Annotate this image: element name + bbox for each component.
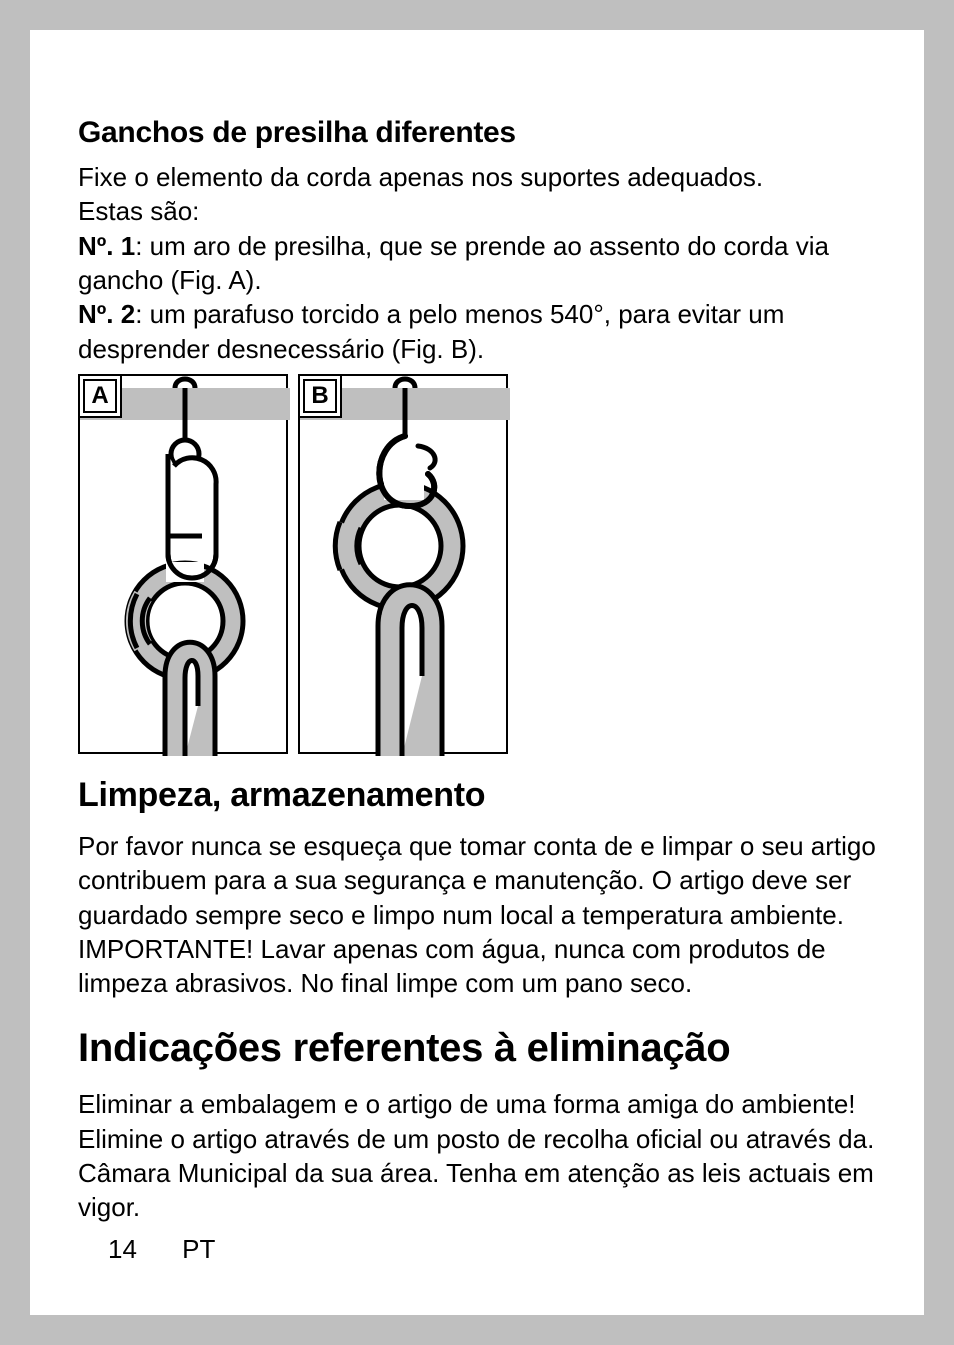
figure-a-svg <box>80 376 290 756</box>
figure-b-svg <box>300 376 510 756</box>
figure-b-label: B <box>303 379 337 413</box>
document-page: Ganchos de presilha diferentes Fixe o el… <box>30 30 924 1315</box>
item-2-text: : um parafuso torcido a pelo menos 540°,… <box>78 299 784 363</box>
item-2-label: Nº. 2 <box>78 299 135 329</box>
item-2: Nº. 2: um parafuso torcido a pelo menos … <box>78 297 876 366</box>
page-number: 14 <box>108 1234 137 1264</box>
item-1-label: Nº. 1 <box>78 231 135 261</box>
cleaning-para: Por favor nunca se esqueça que tomar con… <box>78 829 876 932</box>
item-1: Nº. 1: um aro de presilha, que se prende… <box>78 229 876 298</box>
intro-line-1: Fixe o elemento da corda apenas nos supo… <box>78 160 876 194</box>
disposal-line-1: Eliminar a embalagem e o artigo de uma f… <box>78 1087 876 1121</box>
figure-b-label-box: B <box>298 374 342 418</box>
heading-hooks: Ganchos de presilha diferentes <box>78 116 876 150</box>
figure-a: A <box>78 374 288 754</box>
disposal-line-3: Câmara Municipal da sua área. Tenha em a… <box>78 1156 876 1225</box>
figure-row: A <box>78 374 876 754</box>
page-language: PT <box>182 1234 215 1264</box>
figure-a-label-box: A <box>78 374 122 418</box>
intro-line-2: Estas são: <box>78 194 876 228</box>
disposal-line-2: Elimine o artigo através de um posto de … <box>78 1122 876 1156</box>
heading-cleaning: Limpeza, armazenamento <box>78 776 876 815</box>
cleaning-important: IMPORTANTE! Lavar apenas com água, nunca… <box>78 932 876 1001</box>
heading-disposal: Indicações referentes à eliminação <box>78 1026 876 1071</box>
figure-a-label: A <box>83 379 117 413</box>
figure-b: B <box>298 374 508 754</box>
item-1-text: : um aro de presilha, que se prende ao a… <box>78 231 829 295</box>
page-footer: 14 PT <box>108 1234 215 1265</box>
